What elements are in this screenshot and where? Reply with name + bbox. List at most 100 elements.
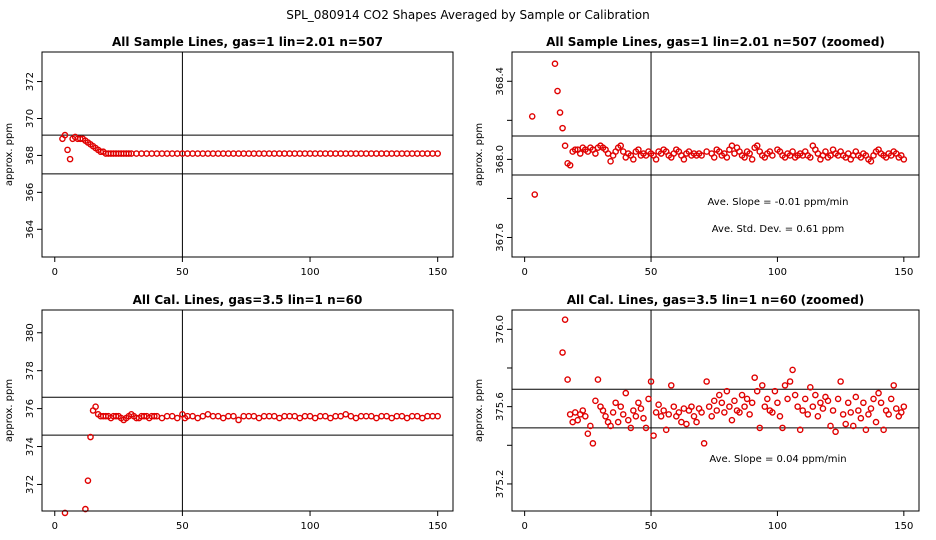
data-point: [531, 191, 539, 198]
data-point: [898, 409, 905, 416]
x-tick-label: 100: [768, 267, 787, 278]
data-point: [837, 378, 844, 385]
chart-title: All Cal. Lines, gas=3.5 lin=1 n=60: [133, 293, 363, 307]
data-point: [675, 409, 683, 416]
chart-title: All Sample Lines, gas=1 lin=2.01 n=507 (…: [546, 35, 885, 49]
data-point: [839, 411, 847, 418]
data-points: [559, 316, 908, 447]
x-tick-label: 150: [894, 521, 913, 532]
data-point: [865, 411, 872, 418]
data-point: [566, 161, 574, 169]
data-point: [844, 399, 852, 407]
data-point: [698, 409, 705, 416]
data-point: [726, 403, 733, 410]
data-point: [710, 154, 718, 161]
data-point: [609, 409, 617, 416]
data-point: [710, 397, 718, 405]
data-point: [746, 411, 753, 418]
data-point: [743, 395, 751, 403]
data-point: [235, 416, 242, 424]
data-point: [822, 148, 829, 155]
data-point: [624, 416, 632, 424]
y-axis-label: approx. ppm: [474, 379, 485, 442]
x-tick-label: 100: [300, 521, 319, 532]
data-point: [738, 391, 746, 399]
data-point: [559, 349, 566, 356]
data-point: [587, 422, 594, 430]
data-point: [434, 150, 441, 157]
data-point: [885, 411, 892, 418]
plot-frame: [41, 51, 454, 258]
data-point: [617, 142, 625, 150]
data-point: [708, 412, 716, 420]
data-point: [665, 411, 673, 418]
data-point: [829, 407, 837, 414]
data-point: [867, 405, 875, 412]
data-point: [650, 432, 657, 439]
x-tick-label: 0: [52, 267, 58, 278]
data-point: [61, 131, 69, 139]
data-point: [599, 407, 607, 414]
data-point: [64, 146, 71, 154]
data-point: [592, 150, 599, 157]
data-point: [84, 477, 92, 484]
data-point: [862, 426, 870, 434]
data-point: [900, 156, 908, 163]
y-tick-label: 370: [25, 109, 36, 128]
data-point: [584, 430, 592, 437]
data-point: [705, 403, 713, 410]
data-point: [852, 393, 860, 401]
data-point: [736, 409, 743, 416]
data-point: [592, 397, 599, 405]
data-point: [731, 397, 738, 405]
figure-title: SPL_080914 CO2 Shapes Averaged by Sample…: [286, 8, 650, 22]
data-point: [847, 409, 855, 416]
data-point: [632, 412, 640, 420]
data-point: [741, 403, 748, 410]
y-tick-label: 378: [25, 361, 36, 380]
y-axis-label: approx. ppm: [474, 123, 485, 186]
data-point: [434, 412, 441, 420]
y-tick-label: 366: [25, 183, 36, 202]
data-point: [715, 391, 723, 399]
data-point: [824, 397, 832, 405]
data-point: [872, 418, 880, 426]
y-tick-label: 376.0: [495, 315, 506, 344]
data-point: [870, 395, 877, 403]
data-point: [622, 389, 630, 397]
plot-frame: [511, 309, 920, 512]
data-point: [125, 150, 133, 157]
y-tick-label: 364: [25, 220, 36, 239]
data-point: [87, 433, 94, 441]
data-point: [721, 409, 728, 416]
data-point: [806, 384, 814, 391]
data-point: [554, 87, 561, 95]
data-point: [630, 407, 637, 414]
data-point: [690, 412, 698, 420]
data-point: [819, 405, 827, 412]
data-point: [579, 407, 587, 414]
x-tick-label: 150: [894, 267, 913, 278]
data-point: [746, 150, 753, 157]
data-points: [61, 403, 441, 517]
chart-title: All Sample Lines, gas=1 lin=2.01 n=507: [112, 35, 383, 49]
data-point: [842, 420, 849, 428]
data-point: [693, 418, 700, 426]
data-point: [561, 142, 569, 150]
data-point: [589, 440, 597, 447]
data-point: [875, 389, 882, 397]
data-point: [662, 426, 670, 434]
data-point: [680, 156, 688, 163]
data-point: [890, 382, 898, 389]
x-tick-label: 100: [300, 267, 319, 278]
plot-frame: [41, 309, 454, 512]
data-point: [776, 412, 784, 420]
data-point: [698, 152, 705, 159]
data-point: [619, 411, 627, 418]
x-tick-label: 0: [521, 521, 527, 532]
data-point: [860, 399, 867, 407]
data-point: [786, 378, 794, 385]
x-tick-label: 50: [645, 521, 658, 532]
data-point: [688, 403, 695, 410]
